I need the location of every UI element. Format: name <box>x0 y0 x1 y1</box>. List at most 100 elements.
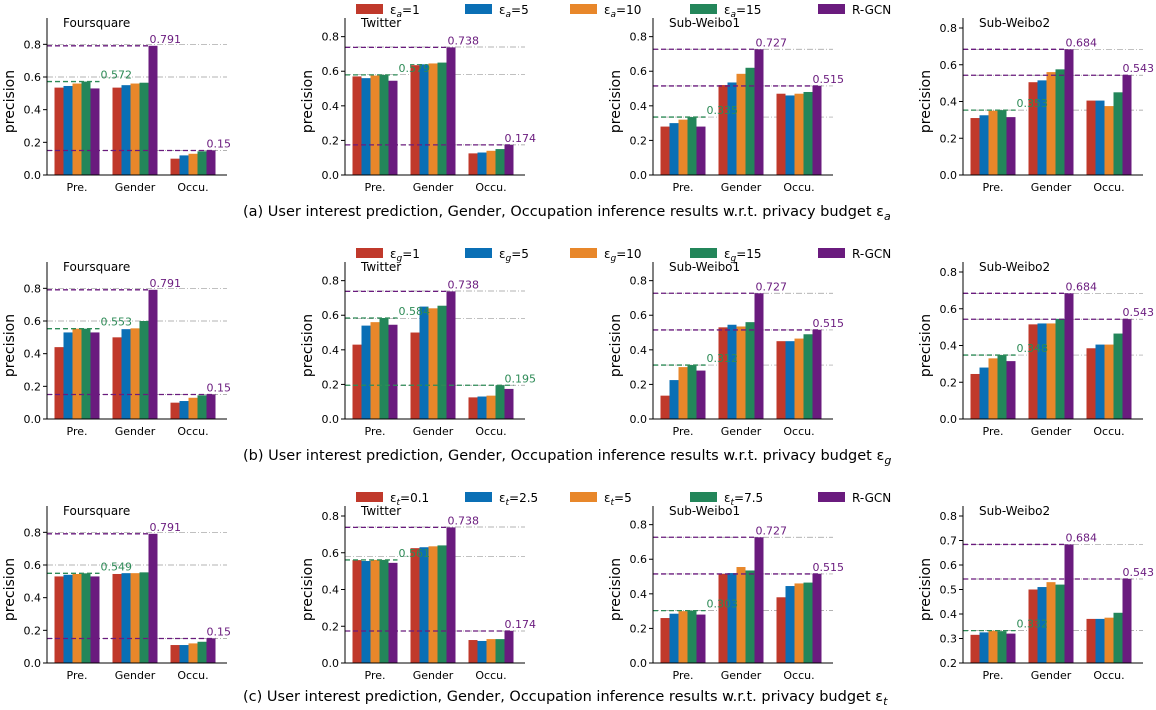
reference-label: 0.15 <box>207 626 232 639</box>
bar-gender-s5 <box>1065 544 1074 663</box>
bar-gender-s5 <box>149 290 158 419</box>
y-tick-label: 0.4 <box>630 344 648 357</box>
bar-gender-s4 <box>1056 585 1065 663</box>
bar-pre-s4 <box>380 318 389 419</box>
bar-gender-s5 <box>149 46 158 175</box>
y-tick-label: 0.8 <box>630 275 648 288</box>
reference-label: 0.553 <box>101 316 133 329</box>
x-tick-label: Gender <box>1031 669 1072 682</box>
bar-pre-s2 <box>362 78 371 175</box>
y-tick-label: 0.8 <box>24 38 42 51</box>
bar-occu-s1 <box>1087 619 1096 663</box>
bar-gender-s5 <box>447 527 456 663</box>
y-axis-label: precision <box>2 314 18 377</box>
bar-occu-s1 <box>777 341 786 419</box>
y-tick-label: 0.6 <box>322 309 340 322</box>
chart-panel-c-1: Pre. Gender Occu. 0.549 0.791 0.15 0.0 0.2 0.4 0.… <box>2 504 231 682</box>
panel-title: Foursquare <box>63 16 130 30</box>
y-tick-label: 0.0 <box>322 657 340 670</box>
legend-swatch <box>818 248 845 258</box>
x-tick-label: Occu. <box>1093 669 1124 682</box>
y-tick-label: 0.4 <box>630 588 648 601</box>
x-tick-label: Gender <box>413 425 454 438</box>
reference-label: 0.174 <box>505 132 537 145</box>
reference-label: 0.543 <box>1123 566 1155 579</box>
x-tick-label: Pre. <box>365 425 386 438</box>
bar-gender-s2 <box>1038 323 1047 419</box>
x-tick-label: Occu. <box>475 669 506 682</box>
chart-panel-b-4: Pre. Gender Occu. 0.348 0.684 0.543 0.0 0.2 0.4 0… <box>918 260 1154 438</box>
y-tick-label: 0.5 <box>940 584 958 597</box>
y-tick-label: 0.4 <box>940 340 958 353</box>
reference-label: 0.312 <box>707 352 739 365</box>
bar-pre-s2 <box>670 123 679 175</box>
bar-occu-s3 <box>487 396 496 419</box>
bar-gender-s1 <box>1029 82 1038 175</box>
bar-pre-s5 <box>697 127 706 175</box>
panel-title: Sub-Weibo2 <box>979 260 1050 274</box>
y-axis-label: precision <box>300 558 316 621</box>
bar-pre-s3 <box>73 329 82 419</box>
bar-occu-s2 <box>478 153 487 175</box>
y-tick-label: 0.8 <box>322 31 340 44</box>
bar-occu-s5 <box>505 389 514 419</box>
bar-pre-s1 <box>661 618 670 663</box>
panel-title: Sub-Weibo1 <box>669 16 740 30</box>
y-tick-label: 0.0 <box>322 413 340 426</box>
bar-gender-s2 <box>122 329 131 419</box>
bar-pre-s3 <box>989 358 998 419</box>
bar-pre-s1 <box>55 88 64 175</box>
y-tick-label: 0.4 <box>322 584 340 597</box>
x-tick-label: Gender <box>413 669 454 682</box>
y-tick-label: 0.2 <box>630 134 648 147</box>
bar-occu-s5 <box>813 330 822 419</box>
x-tick-label: Occu. <box>783 669 814 682</box>
bar-pre-s3 <box>989 111 998 175</box>
y-tick-label: 0.2 <box>940 132 958 145</box>
bar-pre-s5 <box>389 81 398 175</box>
bar-occu-s4 <box>496 385 505 419</box>
legend-label: εt=2.5 <box>499 491 538 508</box>
bar-pre-s3 <box>371 560 380 663</box>
y-tick-label: 0.4 <box>322 100 340 113</box>
bar-occu-s5 <box>207 395 216 420</box>
chart-panel-c-2: Pre. Gender Occu. 0.561 0.738 0.174 0.0 0.2 0.4 0… <box>300 504 536 682</box>
reference-label: 0.727 <box>756 524 788 537</box>
panel-title: Sub-Weibo1 <box>669 504 740 518</box>
bar-occu-s3 <box>487 639 496 663</box>
bar-pre-s3 <box>679 120 688 175</box>
bar-occu-s3 <box>1105 106 1114 175</box>
x-tick-label: Occu. <box>1093 181 1124 194</box>
legend-label: εa=5 <box>499 3 529 20</box>
reference-label: 0.543 <box>1123 306 1155 319</box>
bar-pre-s2 <box>980 632 989 663</box>
bar-gender-s3 <box>737 567 746 663</box>
x-tick-label: Gender <box>115 425 156 438</box>
y-tick-label: 0.0 <box>630 413 648 426</box>
y-tick-label: 0.2 <box>940 376 958 389</box>
y-tick-label: 0.2 <box>940 657 958 670</box>
legend-b: εg=1 εg=5 εg=10 εg=15 R-GCN <box>356 247 891 264</box>
bar-gender-s4 <box>438 545 447 663</box>
bar-occu-s4 <box>804 334 813 419</box>
bar-occu-s4 <box>804 92 813 175</box>
reference-label: 0.549 <box>101 560 133 573</box>
bar-occu-s2 <box>786 95 795 175</box>
bar-gender-s2 <box>728 82 737 175</box>
x-tick-label: Occu. <box>475 425 506 438</box>
bar-gender-s1 <box>113 337 122 419</box>
bar-occu-s4 <box>198 151 207 175</box>
bar-occu-s2 <box>180 645 189 663</box>
y-axis-label: precision <box>608 558 624 621</box>
legend-swatch <box>818 4 845 14</box>
bar-pre-s4 <box>82 82 91 175</box>
bar-gender-s1 <box>113 574 122 663</box>
x-tick-label: Occu. <box>177 669 208 682</box>
reference-label: 0.332 <box>1017 618 1049 631</box>
bar-pre-s3 <box>989 631 998 663</box>
bar-occu-s5 <box>207 639 216 664</box>
bar-pre-s1 <box>661 127 670 175</box>
bar-occu-s3 <box>795 583 804 663</box>
